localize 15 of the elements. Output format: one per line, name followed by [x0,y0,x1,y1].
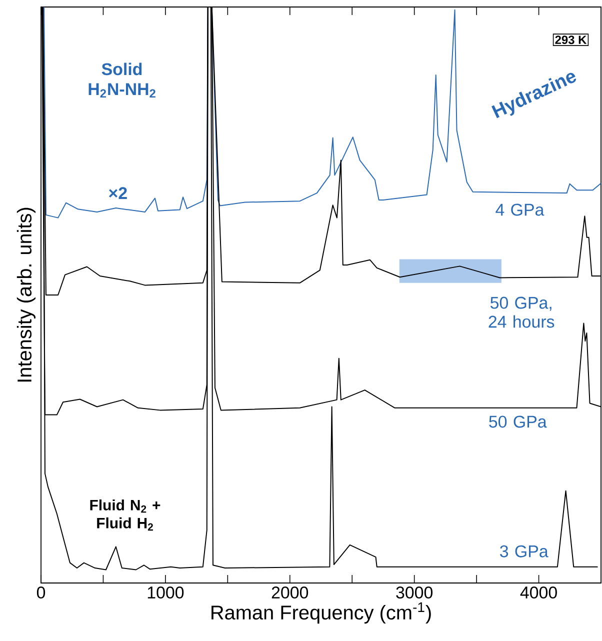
y-axis-title: Intensity (arb. units) [16,208,36,382]
x-axis-title: Raman Frequency (cm$^{-1}$) [212,602,431,624]
series-label: 4 GPa [496,204,544,216]
x-tick-label: 0 [36,586,46,599]
annotation: 293 K [555,36,587,44]
annotation: ×2 [108,187,127,199]
x-tick-label: 1000 [148,586,184,599]
series-label: 50 GPa, 24 hours [488,296,554,328]
series-label: 3 GPa [500,545,548,558]
annotation: Fluid N$_{2}$ + Fluid H$_{2}$ [90,499,160,531]
x-tick-label: 2000 [272,586,308,599]
x-tick-label: 3000 [396,586,433,599]
annotation: Solid H$_{2}$N-NH$_{2}$ [88,62,156,98]
x-tick-label: 4000 [520,586,557,599]
series-label: 50 GPa [489,416,547,428]
